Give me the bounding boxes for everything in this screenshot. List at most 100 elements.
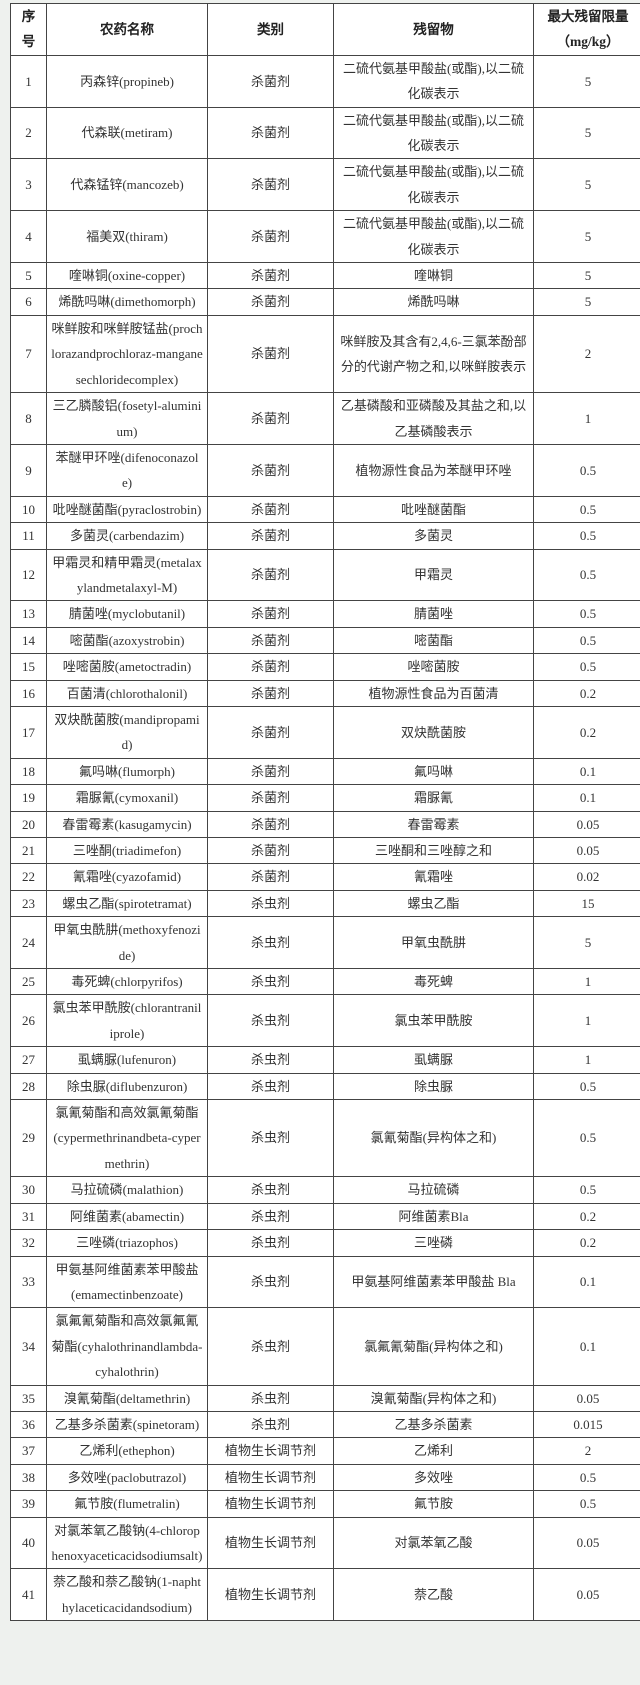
cell-mrl: 5 (533, 916, 640, 970)
cell-mrl: 5 (533, 288, 640, 316)
cell-no: 5 (10, 262, 47, 290)
table-row: 38 多效唑(paclobutrazol) 植物生长调节剂 多效唑 0.5 (10, 1463, 640, 1492)
cell-mrl: 0.2 (533, 1202, 640, 1231)
cell-residue: 乙基多杀菌素 (333, 1410, 534, 1439)
cell-mrl: 5 (533, 262, 640, 290)
cell-mrl: 0.5 (533, 600, 640, 628)
cell-mrl: 0.5 (533, 1490, 640, 1518)
cell-residue: 马拉硫磷 (333, 1176, 534, 1204)
cell-no: 4 (10, 210, 47, 264)
table-row: 31 阿维菌素(abamectin) 杀虫剂 阿维菌素Bla 0.2 (10, 1202, 640, 1231)
cell-category: 杀虫剂 (207, 916, 334, 970)
header-residue: 残留物 (333, 3, 534, 56)
cell-name: 氰霜唑(cyazofamid) (46, 863, 208, 891)
cell-residue: 烯酰吗啉 (333, 288, 534, 316)
cell-no: 33 (10, 1255, 47, 1309)
cell-mrl: 15 (533, 889, 640, 918)
table-row: 8 三乙膦酸铝(fosetyl-aluminium) 杀菌剂 乙基磷酸和亚磷酸及其盐之… (10, 392, 640, 445)
cell-mrl: 0.1 (533, 757, 640, 786)
cell-category: 植物生长调节剂 (207, 1463, 334, 1492)
cell-category: 杀菌剂 (207, 626, 334, 655)
table-row: 30 马拉硫磷(malathion) 杀虫剂 马拉硫磷 0.5 (10, 1176, 640, 1204)
cell-mrl: 0.2 (533, 679, 640, 707)
table-row: 21 三唑酮(triadimefon) 杀菌剂 三唑酮和三唑醇之和 0.05 (10, 836, 640, 865)
cell-name: 螺虫乙酯(spirotetramat) (46, 889, 208, 918)
cell-mrl: 0.1 (533, 1307, 640, 1386)
cell-name: 氯氟氰菊酯和高效氯氟氰菊酯(cyhalothrinandlambda-cyhal… (46, 1307, 208, 1386)
table-row: 2 代森联(metiram) 杀菌剂 二硫代氨基甲酸盐(或酯),以二硫化碳表示 5 (10, 106, 640, 160)
cell-name: 双炔酰菌胺(mandipropamid) (46, 705, 208, 759)
cell-category: 杀虫剂 (207, 1046, 334, 1074)
cell-residue: 氟吗啉 (333, 757, 534, 786)
cell-no: 22 (10, 863, 47, 891)
cell-mrl: 0.5 (533, 495, 640, 524)
cell-residue: 乙基磷酸和亚磷酸及其盐之和,以乙基磷酸表示 (333, 392, 534, 445)
cell-category: 杀菌剂 (207, 600, 334, 628)
cell-category: 植物生长调节剂 (207, 1490, 334, 1518)
cell-name: 虱螨脲(lufenuron) (46, 1046, 208, 1074)
table-row: 12 甲霜灵和精甲霜灵(metalaxylandmetalaxyl-M) 杀菌剂 甲霜… (10, 548, 640, 602)
cell-no: 30 (10, 1176, 47, 1204)
header-no: 序号 (10, 3, 47, 56)
table-row: 32 三唑磷(triazophos) 杀虫剂 三唑磷 0.2 (10, 1229, 640, 1257)
cell-mrl: 0.5 (533, 626, 640, 655)
cell-no: 24 (10, 916, 47, 970)
cell-mrl: 2 (533, 1437, 640, 1465)
cell-no: 28 (10, 1072, 47, 1101)
cell-category: 杀菌剂 (207, 784, 334, 812)
cell-category: 杀菌剂 (207, 757, 334, 786)
cell-name: 腈菌唑(myclobutanil) (46, 600, 208, 628)
cell-mrl: 0.05 (533, 1568, 640, 1622)
cell-name: 除虫脲(diflubenzuron) (46, 1072, 208, 1101)
cell-category: 杀虫剂 (207, 889, 334, 918)
cell-name: 氯虫苯甲酰胺(chlorantraniliprole) (46, 994, 208, 1048)
cell-category: 杀虫剂 (207, 968, 334, 996)
header-mrl-label: 最大残留限量 (547, 9, 629, 24)
cell-residue: 氰霜唑 (333, 863, 534, 891)
cell-residue: 螺虫乙酯 (333, 889, 534, 918)
table-row: 6 烯酰吗啉(dimethomorph) 杀菌剂 烯酰吗啉 5 (10, 288, 640, 316)
cell-mrl: 0.5 (533, 1176, 640, 1204)
cell-no: 18 (10, 757, 47, 786)
cell-residue: 咪鲜胺及其含有2,4,6-三氯苯酚部分的代谢产物之和,以咪鲜胺表示 (333, 314, 534, 394)
cell-no: 1 (10, 54, 47, 108)
cell-name: 三唑磷(triazophos) (46, 1229, 208, 1257)
cell-residue: 植物源性食品为百菌清 (333, 679, 534, 707)
table-row: 40 对氯苯氧乙酸钠(4-chlorophenoxyaceticacidsodiu… (10, 1516, 640, 1570)
cell-name: 唑嘧菌胺(ametoctradin) (46, 653, 208, 681)
table-header-row: 序号 农药名称 类别 残留物 最大残留限量 （mg/kg） (10, 3, 640, 56)
cell-residue: 氯氰菊酯(异构体之和) (333, 1099, 534, 1178)
cell-mrl: 0.2 (533, 1229, 640, 1257)
cell-mrl: 1 (533, 968, 640, 996)
table-row: 34 氯氟氰菊酯和高效氯氟氰菊酯(cyhalothrinandlambda-cyh… (10, 1307, 640, 1386)
cell-name: 毒死蜱(chlorpyrifos) (46, 968, 208, 996)
cell-category: 杀菌剂 (207, 106, 334, 160)
cell-residue: 对氯苯氧乙酸 (333, 1516, 534, 1570)
cell-name: 多菌灵(carbendazim) (46, 522, 208, 550)
cell-name: 吡唑醚菌酯(pyraclostrobin) (46, 495, 208, 524)
table-row: 14 嘧菌酯(azoxystrobin) 杀菌剂 嘧菌酯 0.5 (10, 626, 640, 655)
cell-residue: 二硫代氨基甲酸盐(或酯),以二硫化碳表示 (333, 106, 534, 160)
cell-category: 杀菌剂 (207, 836, 334, 865)
cell-no: 25 (10, 968, 47, 996)
cell-no: 36 (10, 1410, 47, 1439)
cell-name: 苯醚甲环唑(difenoconazole) (46, 443, 208, 497)
table-row: 4 福美双(thiram) 杀菌剂 二硫代氨基甲酸盐(或酯),以二硫化碳表示 5 (10, 210, 640, 264)
table-row: 15 唑嘧菌胺(ametoctradin) 杀菌剂 唑嘧菌胺 0.5 (10, 653, 640, 681)
cell-no: 32 (10, 1229, 47, 1257)
cell-category: 杀虫剂 (207, 1255, 334, 1309)
table-body: 1 丙森锌(propineb) 杀菌剂 二硫代氨基甲酸盐(或酯),以二硫化碳表示 5 2 代… (10, 54, 640, 1622)
cell-mrl: 0.1 (533, 784, 640, 812)
table-row: 28 除虫脲(diflubenzuron) 杀虫剂 除虫脲 0.5 (10, 1072, 640, 1101)
cell-no: 9 (10, 443, 47, 497)
cell-name: 阿维菌素(abamectin) (46, 1202, 208, 1231)
cell-category: 杀虫剂 (207, 1229, 334, 1257)
cell-mrl: 1 (533, 392, 640, 445)
cell-name: 甲霜灵和精甲霜灵(metalaxylandmetalaxyl-M) (46, 548, 208, 602)
table-row: 37 乙烯利(ethephon) 植物生长调节剂 乙烯利 2 (10, 1437, 640, 1465)
cell-name: 代森锰锌(mancozeb) (46, 158, 208, 212)
cell-no: 7 (10, 314, 47, 394)
cell-residue: 萘乙酸 (333, 1568, 534, 1622)
cell-no: 14 (10, 626, 47, 655)
cell-mrl: 1 (533, 994, 640, 1048)
